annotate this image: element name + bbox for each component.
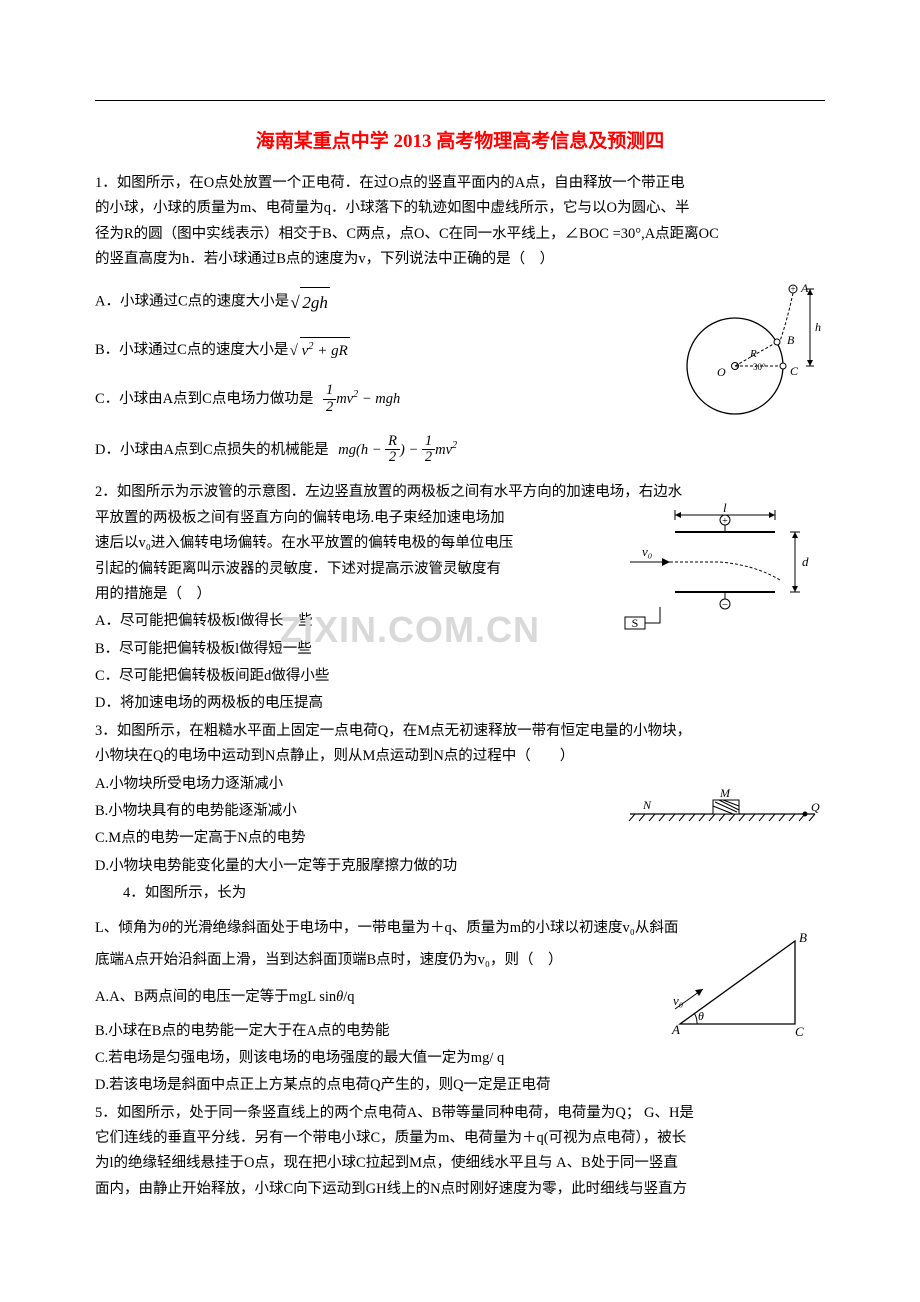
q3-fig-Q: Q [811, 800, 820, 814]
q4-fig-C: C [795, 1024, 804, 1039]
q3-stem-line: 小物块在Q的电场中运动到N点静止，则从M点运动到N点的过程中（ ） [95, 744, 825, 769]
q2-option-b: B．尽可能把偏转极板l做得短一些 [95, 637, 825, 662]
q1-fig-O: O [717, 365, 726, 379]
q2-stem-line: 平放置的两极板之间有竖直方向的偏转电场.电子束经加速电场加 [95, 506, 605, 531]
q2-stem-line: 速后以v₀进入偏转电场偏转。在水平放置的偏转电极的每单位电压 [95, 531, 605, 556]
q1-optD-text: D．小球由A点到C点损失的机械能是 [95, 441, 329, 457]
q2-fig-S: S [632, 616, 639, 630]
question-2: 2．如图所示为示波管的示意图．左边竖直放置的两极板之间有水平方向的加速电场，右边… [95, 480, 825, 716]
q4-fig-B: B [799, 930, 807, 945]
q4-figure: A B C θ v₀ [665, 929, 815, 1039]
q4-optA-suffix: /q [343, 989, 354, 1005]
q2-option-d: D．将加速电场的两极板的电压提高 [95, 691, 825, 716]
q3-stem-line: 3．如图所示，在粗糙水平面上固定一点电荷Q，在M点无初速释放一带有恒定电量的小物… [95, 719, 825, 744]
q2-stem-line: 用的措施是（ ） [95, 582, 605, 607]
q5-stem-line: 5．如图所示，处于同一条竖直线上的两个点电荷A、B带等量同种电荷，电荷量为Q； … [95, 1101, 825, 1126]
q2-option-c: C．尽可能把偏转极板间距d做得小些 [95, 664, 825, 689]
question-3: 3．如图所示，在粗糙水平面上固定一点电荷Q，在M点无初速释放一带有恒定电量的小物… [95, 719, 825, 879]
q1-fig-h: h [815, 320, 821, 334]
q1-fig-angle: 30° [753, 362, 766, 372]
q4-stem-part: 的光滑绝缘斜面处于电场中，一带电量为＋q、质量为m的小球以初速度v₀从斜面 [169, 920, 678, 936]
q4-fig-theta: θ [698, 1009, 704, 1023]
question-5: 5．如图所示，处于同一条竖直线上的两个点电荷A、B带等量同种电荷，电荷量为Q； … [95, 1101, 825, 1203]
q4-fig-v0: v₀ [673, 993, 683, 1008]
q1-optB-text: B．小球通过C点的速度大小是 [95, 342, 288, 358]
q4-optA-text: A.A、B两点间的电压一定等于mgL sin [95, 989, 336, 1005]
q1-stem-line: 的小球，小球的质量为m、电荷量为q．小球落下的轨迹如图中虚线所示，它与以O为圆心… [95, 196, 825, 221]
q2-fig-minus: − [722, 599, 728, 611]
q2-stem-line: 引起的偏转距离叫示波器的灵敏度．下述对提高示波管灵敏度有 [95, 557, 605, 582]
question-1: 1．如图所示，在O点处放置一个正电荷．在过O点的竖直平面内的A点，自由释放一个带… [95, 171, 825, 466]
q4-stem-part: L、倾角为 [95, 920, 162, 936]
q1-stem-line: 1．如图所示，在O点处放置一个正电荷．在过O点的竖直平面内的A点，自由释放一个带… [95, 171, 825, 196]
q1-stem-line: 的竖直高度为h．若小球通过B点的速度为v，下列说法中正确的是（ ） [95, 247, 825, 272]
q4-fig-A: A [671, 1022, 680, 1037]
q4-lead: 4．如图所示，长为 [95, 881, 825, 906]
q1-fig-A: A [800, 281, 809, 295]
q2-fig-v0: v₀ [642, 544, 652, 559]
q3-figure: M N Q [625, 789, 825, 834]
q4-option-c: C.若电场是匀强电场，则该电场的电场强度的最大值一定为mg/ q [95, 1046, 825, 1071]
q1-fig-plus2: + [790, 284, 795, 294]
q5-stem-line: 它们连线的垂直平分线．另有一个带电小球C，质量为m、电荷量为＋q(可视为点电荷）… [95, 1126, 825, 1151]
q3-fig-M: M [719, 789, 731, 800]
q1-stem-line: 径为R的圆（图中实线表示）相交于B、C两点，点O、C在同一水平线上，∠BOC =… [95, 222, 825, 247]
q3-option-d: D.小物块电势能变化量的大小一定等于克服摩擦力做的功 [95, 854, 825, 879]
page-title: 海南某重点中学 2013 高考物理高考信息及预测四 [95, 126, 825, 153]
q1-optC-text: C．小球由A点到C点电场力做功是 [95, 390, 313, 406]
q1-optA-text: A．小球通过C点的速度大小是 [95, 293, 289, 309]
q1-figure: + O R 30° B C + A h [675, 281, 835, 431]
q1-fig-C: C [790, 364, 799, 378]
q2-figure: + − l d v₀ [620, 502, 830, 632]
q1-option-d: D．小球由A点到C点损失的机械能是 mg(h − R2) − 12mv2 [95, 434, 825, 467]
q1-fig-B: B [787, 333, 795, 347]
q2-fig-l: l [723, 502, 727, 515]
question-4: 4．如图所示，长为 L、倾角为 θ 的光滑绝缘斜面处于电场中，一带电量为＋q、质量为… [95, 881, 825, 1099]
q5-stem-line: 为l的绝缘轻细线悬挂于O点，现在把小球C拉起到M点，使细线水平且与 A、B处于同… [95, 1151, 825, 1176]
q1-fig-R: R [749, 348, 757, 360]
q3-fig-N: N [642, 798, 652, 812]
q5-stem-line: 面内，由静止开始释放，小球C向下运动到GH线上的N点时刚好速度为零，此时细线与竖… [95, 1177, 825, 1202]
q2-fig-d: d [802, 554, 809, 569]
top-rule [95, 100, 825, 101]
q4-option-d: D.若该电场是斜面中点正上方某点的点电荷Q产生的，则Q一定是正电荷 [95, 1073, 825, 1098]
